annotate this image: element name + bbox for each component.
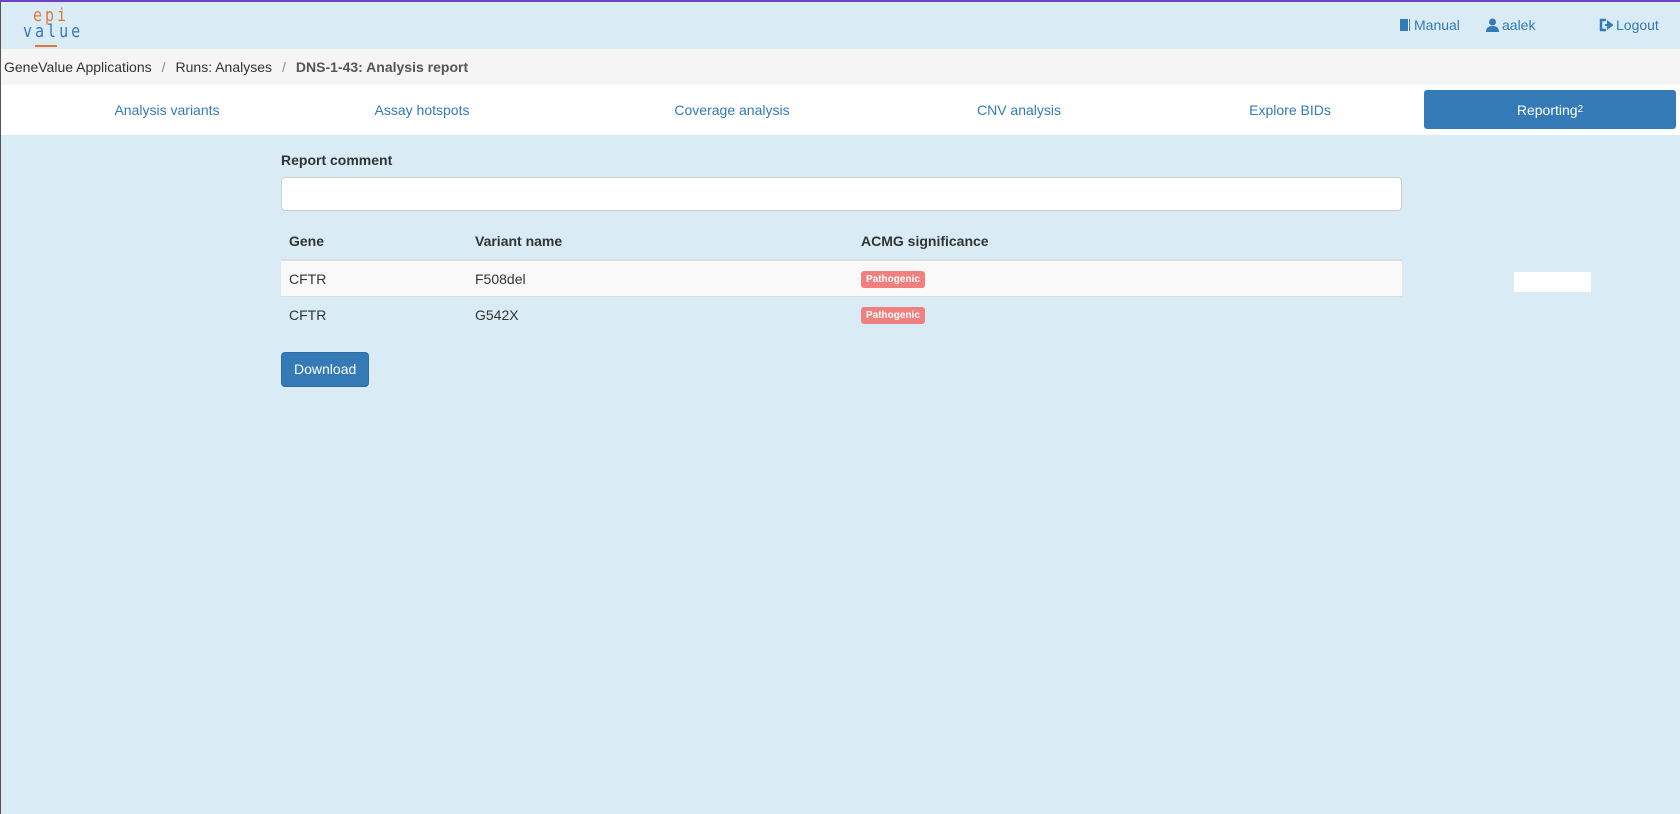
tab-badge: 2	[1577, 104, 1584, 115]
breadcrumb-current: DNS-1-43: Analysis report	[295, 59, 469, 75]
report-comment-input[interactable]	[281, 177, 1402, 211]
breadcrumb: GeneValue Applications / Runs: Analyses …	[1, 49, 1680, 85]
logout-icon	[1599, 18, 1613, 32]
download-button[interactable]: Download	[281, 351, 370, 387]
table-row: CFTR F508del Pathogenic	[281, 259, 1402, 297]
manual-link[interactable]: Manual	[1399, 17, 1460, 33]
epivalue-logo[interactable]: epi value	[23, 4, 80, 47]
variant-cell: G542X	[467, 296, 853, 333]
tab-coverage-analysis[interactable]: Coverage analysis	[674, 101, 790, 118]
tab-analysis-variants[interactable]: Analysis variants	[114, 101, 220, 118]
column-variant-name: Variant name	[467, 223, 853, 261]
tab-reporting[interactable]: Reporting 2	[1424, 90, 1676, 129]
acmg-badge: Pathogenic	[861, 307, 925, 325]
column-acmg: ACMG significance	[853, 223, 1402, 261]
acmg-badge: Pathogenic	[861, 271, 925, 288]
gene-cell: CFTR	[281, 296, 467, 333]
column-gene: Gene	[281, 223, 467, 261]
table-row: CFTR G542X Pathogenic	[281, 296, 1402, 333]
top-header: epi value Manual aalek Logout	[1, 2, 1680, 49]
user-icon	[1486, 18, 1499, 32]
variants-table: Gene Variant name ACMG significance CFTR…	[281, 223, 1402, 333]
blank-box	[1514, 272, 1591, 292]
breadcrumb-applications[interactable]: GeneValue Applications	[4, 59, 152, 75]
book-icon	[1400, 19, 1410, 31]
logout-link[interactable]: Logout	[1599, 17, 1659, 33]
tab-cnv-analysis[interactable]: CNV analysis	[976, 101, 1062, 118]
user-link[interactable]: aalek	[1486, 17, 1535, 33]
tab-bar: Analysis variants Assay hotspots Coverag…	[1, 85, 1680, 135]
breadcrumb-runs[interactable]: Runs: Analyses	[175, 59, 273, 75]
tab-explore-bids[interactable]: Explore BIDs	[1249, 101, 1331, 118]
variant-cell: F508del	[467, 259, 853, 297]
gene-cell: CFTR	[281, 259, 467, 297]
tab-assay-hotspots[interactable]: Assay hotspots	[374, 101, 470, 118]
report-comment-label: Report comment	[281, 152, 393, 168]
report-panel: Report comment Gene Variant name ACMG si…	[281, 145, 1402, 387]
